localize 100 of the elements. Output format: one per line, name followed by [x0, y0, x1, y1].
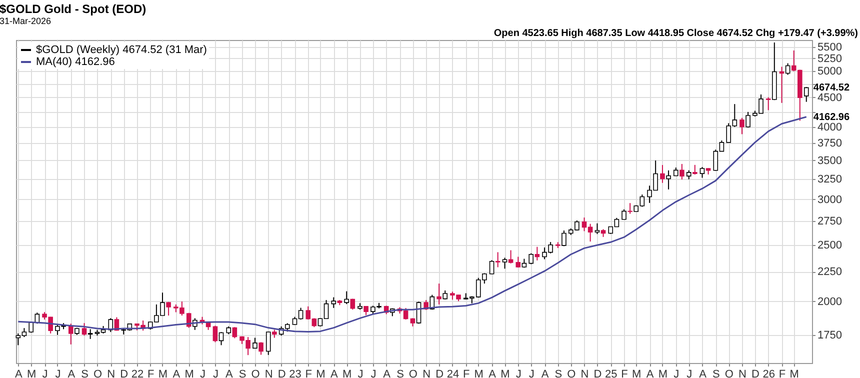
x-tick-label: D	[436, 368, 444, 378]
x-tick-label: A	[646, 368, 654, 378]
candlestick	[252, 337, 258, 349]
y-tick-label: 3500	[818, 154, 842, 167]
x-tick-label: N	[738, 368, 747, 378]
candlestick	[785, 62, 790, 76]
x-tick-label: M	[474, 368, 484, 378]
candlestick	[680, 163, 684, 180]
x-tick-label: J	[42, 368, 48, 378]
candlestick	[82, 322, 87, 336]
x-tick-label: O	[251, 368, 260, 378]
candlestick	[622, 208, 626, 220]
candlestick	[746, 111, 750, 128]
y-tick-label: 2250	[818, 266, 842, 278]
candlestick	[364, 306, 368, 316]
x-tick-label: J	[516, 368, 522, 378]
text: Open 4523.65 High 4687.35 Low 4418.95 Close 4674.52 Chg +179.47 (+3.99%)	[494, 28, 858, 39]
annotation: 4162.96	[813, 112, 850, 123]
candlestick	[740, 117, 744, 135]
x-tick-label: D	[278, 368, 286, 378]
x-tick-label: 23	[289, 368, 302, 378]
candlestick	[331, 296, 336, 308]
legend-label: $GOLD (Weekly) 4674.52 (31 Mar)	[36, 44, 207, 56]
x-tick-label: A	[172, 368, 181, 378]
candlestick	[489, 260, 494, 275]
x-tick-label: S	[712, 368, 720, 378]
candlestick	[502, 257, 508, 270]
candlestick	[594, 222, 600, 235]
candlestick	[508, 250, 514, 264]
x-tick-label: F	[621, 368, 628, 378]
y-tick-label: 1750	[818, 329, 842, 342]
candlestick	[562, 230, 566, 247]
x-tick-label: D	[594, 368, 602, 378]
x-tick-label: A	[488, 368, 497, 378]
x-tick-label: D	[120, 368, 128, 378]
annotation: 4674.52	[813, 82, 850, 94]
x-tick-label: F	[778, 368, 786, 378]
x-tick-label: A	[68, 368, 76, 378]
x-tick-label: F	[462, 368, 470, 378]
x-tick-label: N	[580, 368, 589, 378]
x-tick-label: M	[632, 368, 642, 378]
x-tick-label: M	[184, 368, 194, 378]
x-tick-label: O	[567, 368, 576, 378]
candlestick	[166, 301, 171, 316]
x-tick-label: J	[674, 368, 680, 378]
x-tick-label: J	[528, 368, 534, 378]
candlestick	[628, 202, 632, 214]
x-tick-label: M	[27, 368, 36, 378]
x-tick-label: O	[93, 368, 102, 378]
candlestick	[88, 328, 93, 340]
candlestick	[258, 342, 264, 356]
x-tick-label: A	[225, 368, 234, 378]
x-tick-label: M	[790, 368, 799, 378]
chart-title: $GOLD Gold - Spot (EOD)	[0, 2, 146, 16]
candlestick	[666, 170, 671, 190]
candlestick	[232, 326, 238, 339]
candlestick	[218, 332, 224, 346]
candlestick	[344, 290, 349, 305]
x-tick-label: M	[158, 368, 168, 378]
x-tick-label: S	[554, 368, 562, 378]
x-tick-label: J	[212, 368, 218, 378]
legend-label: MA(40) 4162.96	[36, 56, 115, 68]
candlestick	[660, 164, 665, 184]
x-tick-label: J	[55, 368, 61, 378]
x-tick-label: M	[342, 368, 352, 378]
y-tick-label: 5500	[818, 41, 842, 54]
x-tick-label: 26	[762, 368, 775, 378]
candlestick	[534, 246, 540, 261]
y-tick-label: 5250	[818, 52, 842, 65]
x-tick-label: J	[358, 368, 364, 378]
candlestick	[266, 331, 271, 356]
x-tick-label: F	[305, 368, 312, 378]
y-tick-label: 2750	[818, 216, 842, 228]
candlestick	[766, 96, 771, 111]
x-tick-label: A	[383, 368, 392, 378]
x-tick-label: J	[686, 368, 692, 378]
candlestick	[692, 164, 698, 176]
candlestick	[528, 252, 534, 265]
x-tick-label: S	[396, 368, 404, 378]
x-tick-label: A	[541, 368, 550, 378]
candlestick	[495, 252, 500, 268]
x-tick-label: 22	[131, 368, 144, 378]
x-tick-label: A	[14, 368, 23, 378]
x-tick-label: M	[316, 368, 326, 378]
x-tick-label: S	[81, 368, 88, 378]
y-tick-label: 4000	[818, 121, 842, 134]
y-tick-label: 3000	[818, 194, 842, 206]
y-tick-label: 2000	[818, 296, 842, 308]
x-tick-label: A	[330, 368, 338, 378]
x-tick-label: M	[658, 368, 668, 378]
x-tick-label: F	[148, 368, 155, 378]
y-tick-label: 4500	[818, 92, 842, 104]
x-tick-label: O	[408, 368, 418, 378]
y-tick-label: 2500	[818, 240, 842, 252]
x-tick-label: J	[370, 368, 376, 378]
chart-subtitle: 31-Mar-2026	[0, 16, 52, 26]
candlestick	[700, 166, 705, 178]
x-tick-label: J	[200, 368, 206, 378]
y-tick-label: 5000	[818, 65, 842, 78]
x-tick-label: A	[699, 368, 708, 378]
